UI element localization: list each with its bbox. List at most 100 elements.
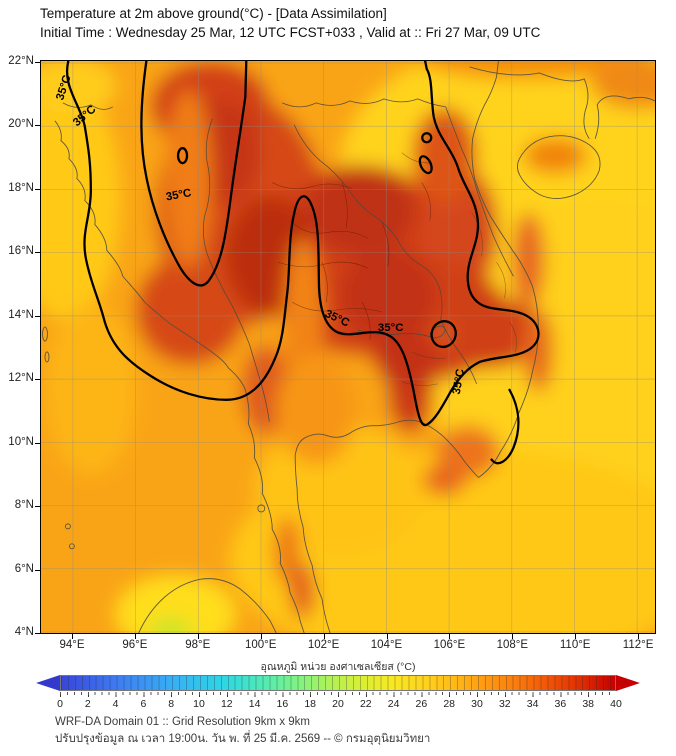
colorbar-tick-label: 8 (168, 698, 175, 710)
gulf-coastline (294, 419, 479, 633)
colorbar-tick-label: 32 (498, 698, 511, 710)
colorbar-title: อุณหภูมิ หน่วย องศาเซลเซียส (°C) (260, 661, 416, 673)
lat-tick-mark (35, 569, 40, 571)
lon-tick-label: 94°E (59, 639, 85, 651)
figure-subtitle: Initial Time : Wednesday 25 Mar, 12 UTC … (40, 25, 541, 40)
myanmar-thailand-border (202, 118, 270, 422)
china-border (282, 98, 446, 108)
nicobar-island (64, 523, 71, 530)
lon-tick-label: 104°E (370, 639, 403, 651)
laos-vietnam-border (445, 106, 514, 277)
lon-tick-mark (512, 634, 514, 639)
lon-tick-label: 110°E (559, 639, 591, 651)
lat-tick-label: 18°N (8, 181, 34, 194)
lon-tick-label: 102°E (307, 639, 340, 651)
peninsula-west-coastline (245, 393, 305, 633)
lon-tick-mark (323, 634, 325, 639)
colorbar-tick-label: 20 (332, 698, 344, 710)
contour-35c-southeast-arc (490, 388, 520, 465)
contour-35c-tonle-sap-loop (430, 320, 457, 349)
lon-tick-label: 106°E (433, 639, 466, 651)
mekong-border (293, 124, 443, 321)
colorbar-tick-label: 14 (248, 698, 261, 710)
colorbar-tick-label: 40 (610, 698, 622, 710)
sumatra-coastline (138, 578, 277, 633)
lon-tick-label: 100°E (244, 639, 277, 651)
contour-35c-small-loop (418, 155, 433, 175)
lat-tick-label: 22°N (8, 55, 34, 67)
lat-tick-mark (35, 125, 40, 127)
lat-tick-mark (35, 506, 40, 508)
hainan-island-outline (517, 135, 601, 199)
footer-domain-info: WRF-DA Domain 01 :: Grid Resolution 9km … (55, 716, 310, 728)
figure-title: Temperature at 2m above ground(°C) - [Da… (40, 6, 387, 21)
lon-tick-mark (197, 634, 199, 639)
colorbar-tick-label: 26 (415, 698, 428, 710)
colorbar-tick-label: 38 (582, 698, 595, 710)
map-plot-area: 35°C 35°C 35°C 35°C 35°C 35°C (40, 60, 656, 634)
lat-tick-label: 14°N (8, 308, 34, 321)
colorbar-tick-label: 24 (387, 698, 400, 710)
phuket-island (257, 504, 266, 513)
contour-35c-small-loop (176, 147, 189, 165)
andaman-island (44, 351, 50, 363)
colorbar-tick-label: 36 (554, 698, 567, 710)
lat-tick-label: 8°N (14, 499, 34, 512)
lat-tick-mark (35, 379, 40, 381)
colorbar-tick-label: 2 (84, 698, 91, 710)
contour-label: 35°C (451, 368, 467, 395)
colorbar-tick-label: 16 (276, 698, 289, 710)
lat-tick-label: 10°N (8, 435, 34, 448)
myanmar-coastline (54, 120, 247, 394)
colorbar-tick-label: 6 (140, 698, 147, 710)
contour-layer (66, 61, 540, 465)
contour-label: 35°C (378, 322, 404, 334)
country-border-layer (62, 98, 514, 422)
lon-tick-mark (638, 634, 640, 639)
figure-footer: WRF-DA Domain 01 :: Grid Resolution 9km … (55, 714, 430, 748)
lon-tick-mark (72, 634, 73, 639)
temperature-map-svg: 35°C 35°C 35°C 35°C 35°C 35°C (41, 61, 655, 633)
coastline-layer (42, 61, 655, 633)
nicobar-island (68, 543, 75, 550)
lat-tick-label: 20°N (8, 118, 34, 131)
lon-tick-mark (134, 634, 136, 639)
lat-tick-label: 16°N (8, 245, 34, 258)
graticule-gridlines (41, 61, 655, 633)
lat-tick-label: 4°N (14, 625, 34, 638)
colorbar-tick-label: 18 (304, 698, 317, 710)
footer-update-info: ปรับปรุงข้อมูล ณ เวลา 19:00น. วัน พ. ที่… (55, 733, 431, 745)
lon-tick-label: 96°E (122, 639, 148, 651)
myanmar-india-border (62, 102, 113, 110)
colorbar (36, 675, 640, 691)
colorbar-tick-axis: 0 2 4 6 8 10 12 14 16 18 20 22 24 26 28 30 32 34 36 38 40 (57, 692, 622, 712)
colorbar-tick-label: 30 (471, 698, 483, 710)
temperature-shading-layer (41, 61, 655, 633)
colorbar-tick-label: 0 (57, 698, 63, 710)
lon-tick-mark (575, 634, 577, 639)
contour-35c-small-loop (421, 132, 433, 144)
lon-tick-label: 98°E (185, 639, 211, 651)
colorbar-left-arrow (36, 675, 60, 691)
colorbar-tick-label: 28 (443, 698, 456, 710)
lat-tick-label: 6°N (14, 562, 34, 575)
lon-tick-mark (449, 634, 451, 639)
lat-tick-mark (35, 315, 40, 317)
colorbar-tick-label: 34 (526, 698, 539, 710)
china-coastline (469, 66, 655, 139)
lat-tick-mark (35, 188, 40, 190)
contour-35c-main (66, 61, 540, 427)
colorbar-tick-label: 10 (193, 698, 205, 710)
colorbar-gradient (60, 675, 616, 691)
contour-35c-valley-notch (140, 61, 248, 287)
lat-tick-mark (35, 252, 40, 254)
lon-tick-label: 112°E (622, 639, 654, 651)
colorbar-tick-label: 12 (220, 698, 233, 710)
cambodia-vietnam-border (440, 319, 477, 385)
contour-label: 35°C (165, 187, 192, 203)
lat-tick-mark (35, 62, 40, 63)
colorbar-minor-ticks (60, 692, 616, 695)
lat-tick-label: 12°N (8, 372, 34, 385)
colorbar-right-arrow (616, 675, 640, 691)
